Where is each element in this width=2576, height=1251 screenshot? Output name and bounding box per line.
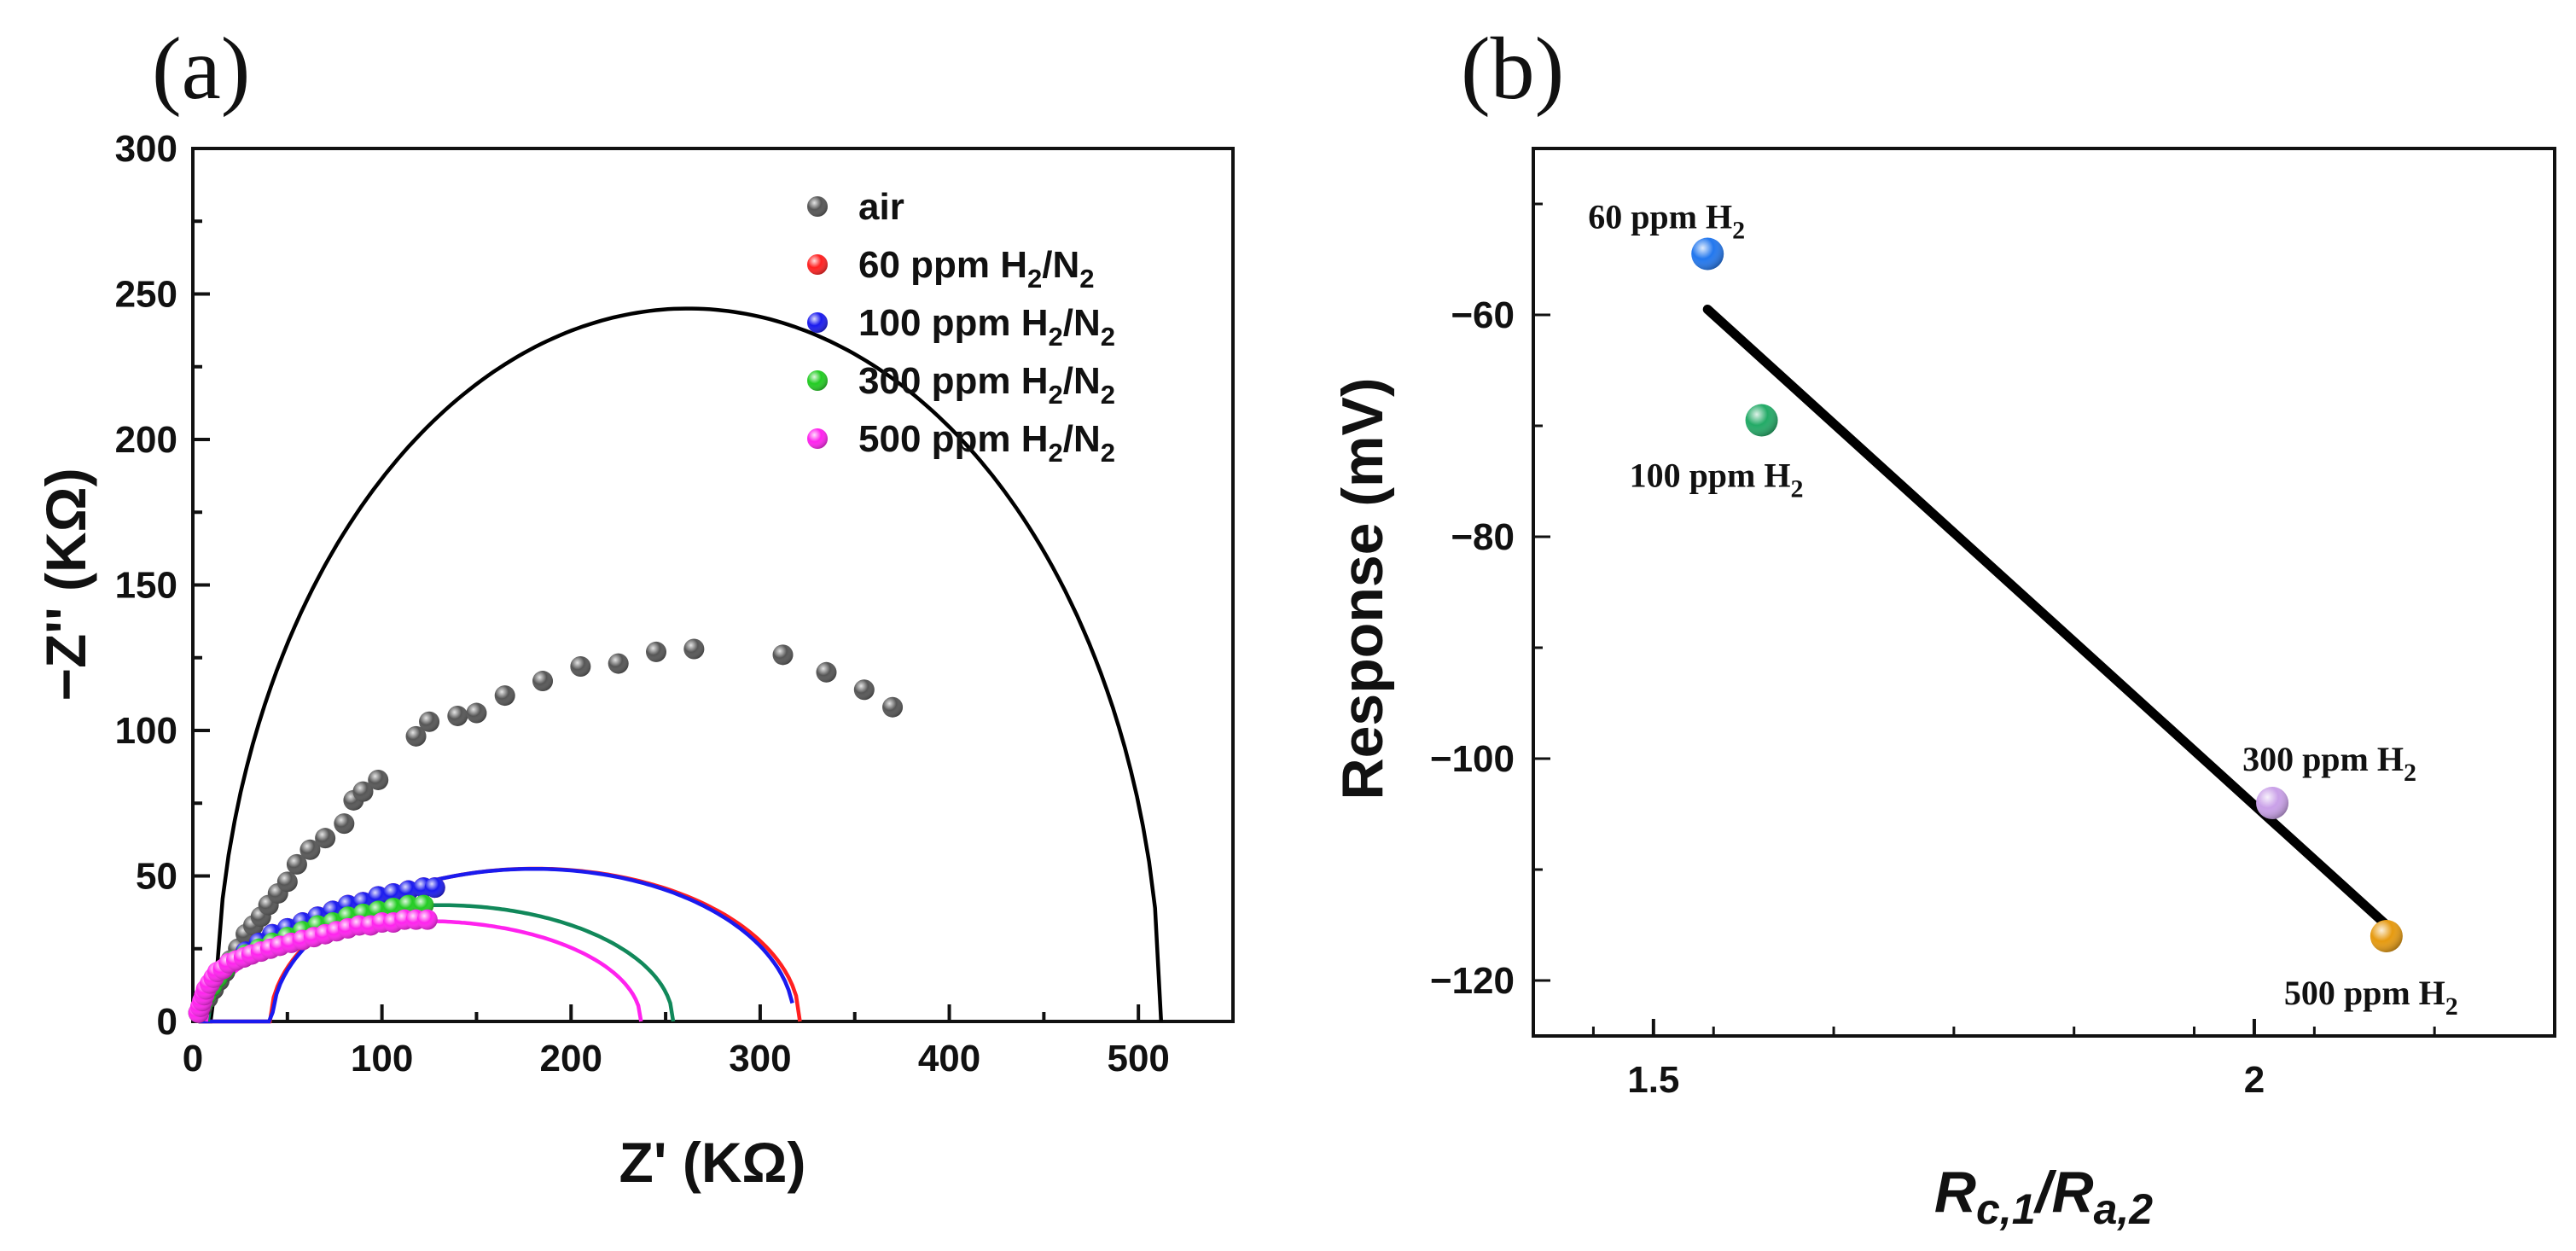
panel-a-label: (a) <box>152 20 250 118</box>
data-point-series-1 <box>286 853 307 875</box>
data-point-series-5 <box>416 909 438 930</box>
fit-curve-1 <box>198 306 1164 1024</box>
data-point-series-1 <box>772 644 794 666</box>
plot-b-x-tick-label: 1.5 <box>1627 1059 1679 1101</box>
legend-entry-4: 300 ppm H2/N2 <box>807 360 1115 410</box>
plot-b-x-axis-title: Rc,1/Ra,2 <box>1934 1160 2153 1233</box>
data-point-series-1 <box>334 813 355 835</box>
point-annotation-3: 300 ppm H2 <box>2242 740 2416 787</box>
data-point-series-1 <box>683 638 705 660</box>
data-point-series-1 <box>368 769 389 790</box>
data-point-series-3 <box>382 882 404 904</box>
data-point-series-1 <box>466 702 487 724</box>
plot-a-y-tick-label: 150 <box>115 565 177 607</box>
plot-b-ticks: 1.5 2 −60 −80 −100 −120 <box>1430 202 2556 1101</box>
data-point-series-1 <box>816 661 837 683</box>
legend-label: 60 ppm H2/N2 <box>858 244 1095 294</box>
data-point-2 <box>1745 404 1778 437</box>
plot-b-data-points: 60 ppm H2 100 ppm H2 300 ppm H2 500 ppm H2 <box>1588 198 2458 1021</box>
plot-a-y-axis-title: −Z'' (KΩ) <box>34 468 97 701</box>
plot-a-y-tick-label: 0 <box>157 1001 177 1043</box>
data-point-series-1 <box>570 655 591 677</box>
data-point-3 <box>2256 787 2289 819</box>
plot-a-x-tick-label: 100 <box>351 1038 413 1079</box>
plot-a-y-tick-label: 50 <box>136 856 177 898</box>
data-point-series-1 <box>532 671 554 692</box>
point-annotation-2: 100 ppm H2 <box>1630 457 1804 503</box>
plot-a-data-points <box>188 638 904 1023</box>
plot-a-y-tick-label: 250 <box>115 274 177 316</box>
data-point-series-1 <box>352 781 374 802</box>
plot-a-x-tick-label: 500 <box>1107 1038 1169 1079</box>
plot-a-x-tick-label: 0 <box>183 1038 203 1079</box>
data-point-series-1 <box>276 871 298 893</box>
plot-a-y-tick-label: 300 <box>115 128 177 170</box>
plot-b-y-tick-label: −120 <box>1430 960 1515 1002</box>
fit-line <box>1702 305 2392 930</box>
plot-a-x-tick-label: 200 <box>540 1038 602 1079</box>
plot-a-y-tick-label: 100 <box>115 710 177 752</box>
fit-curve-3 <box>198 866 794 1024</box>
data-point-series-1 <box>447 705 468 726</box>
point-annotation-1: 60 ppm H2 <box>1588 198 1745 245</box>
plot-b-y-tick-label: −80 <box>1451 516 1515 558</box>
data-point-series-1 <box>315 828 336 849</box>
data-point-series-1 <box>494 685 515 707</box>
legend-entry-3: 100 ppm H2/N2 <box>807 302 1115 352</box>
data-point-4 <box>2370 920 2403 952</box>
panel-b-label: (b) <box>1461 20 1564 118</box>
legend-entry-2: 60 ppm H2/N2 <box>807 244 1095 294</box>
legend-label: 500 ppm H2/N2 <box>858 418 1115 468</box>
plot-b-y-tick-label: −60 <box>1451 294 1515 336</box>
data-point-series-3 <box>368 886 389 907</box>
plot-b-y-tick-label: −100 <box>1430 738 1515 780</box>
plot-a-x-axis-title: Z' (KΩ) <box>619 1131 806 1194</box>
data-point-series-1 <box>646 641 667 662</box>
plot-b-frame <box>1532 147 2556 1038</box>
plot-a-x-tick-label: 400 <box>918 1038 980 1079</box>
plot-b-x-tick-label: 2 <box>2244 1059 2265 1101</box>
legend-entry-5: 500 ppm H2/N2 <box>807 418 1115 468</box>
data-point-series-3 <box>424 877 445 899</box>
panel-b: (b) 1.5 2 −60 −80 −100 −120 60 ppm H2 100 ppm … <box>1330 20 2556 1233</box>
panel-a: (a) 0 100 200 300 400 500 0 50 100 150 200 250 300 a… <box>34 20 1235 1194</box>
plot-b-y-axis-title: Response (mV) <box>1330 378 1395 800</box>
plot-a-ticks: 0 100 200 300 400 500 0 50 100 150 200 250 300 <box>115 128 1235 1079</box>
data-point-series-1 <box>853 679 875 701</box>
plot-a-x-tick-label: 300 <box>729 1038 791 1079</box>
plot-a-legend: air 60 ppm H2/N2 100 ppm H2/N2 300 ppm H2/N… <box>807 186 1115 468</box>
legend-label: air <box>858 186 904 228</box>
legend-label: 100 ppm H2/N2 <box>858 302 1115 352</box>
data-point-series-1 <box>882 696 904 718</box>
plot-a-y-tick-label: 200 <box>115 419 177 461</box>
data-point-series-1 <box>608 653 629 674</box>
plot-b-fit-line <box>1702 305 2392 930</box>
legend-label: 300 ppm H2/N2 <box>858 360 1115 410</box>
data-point-series-1 <box>405 725 427 747</box>
data-point-series-3 <box>398 880 419 901</box>
data-point-series-1 <box>299 839 321 860</box>
legend-entry-1: air <box>807 186 904 228</box>
point-annotation-4: 500 ppm H2 <box>2284 974 2458 1021</box>
data-point-1 <box>1691 237 1724 271</box>
data-point-series-1 <box>419 711 440 732</box>
